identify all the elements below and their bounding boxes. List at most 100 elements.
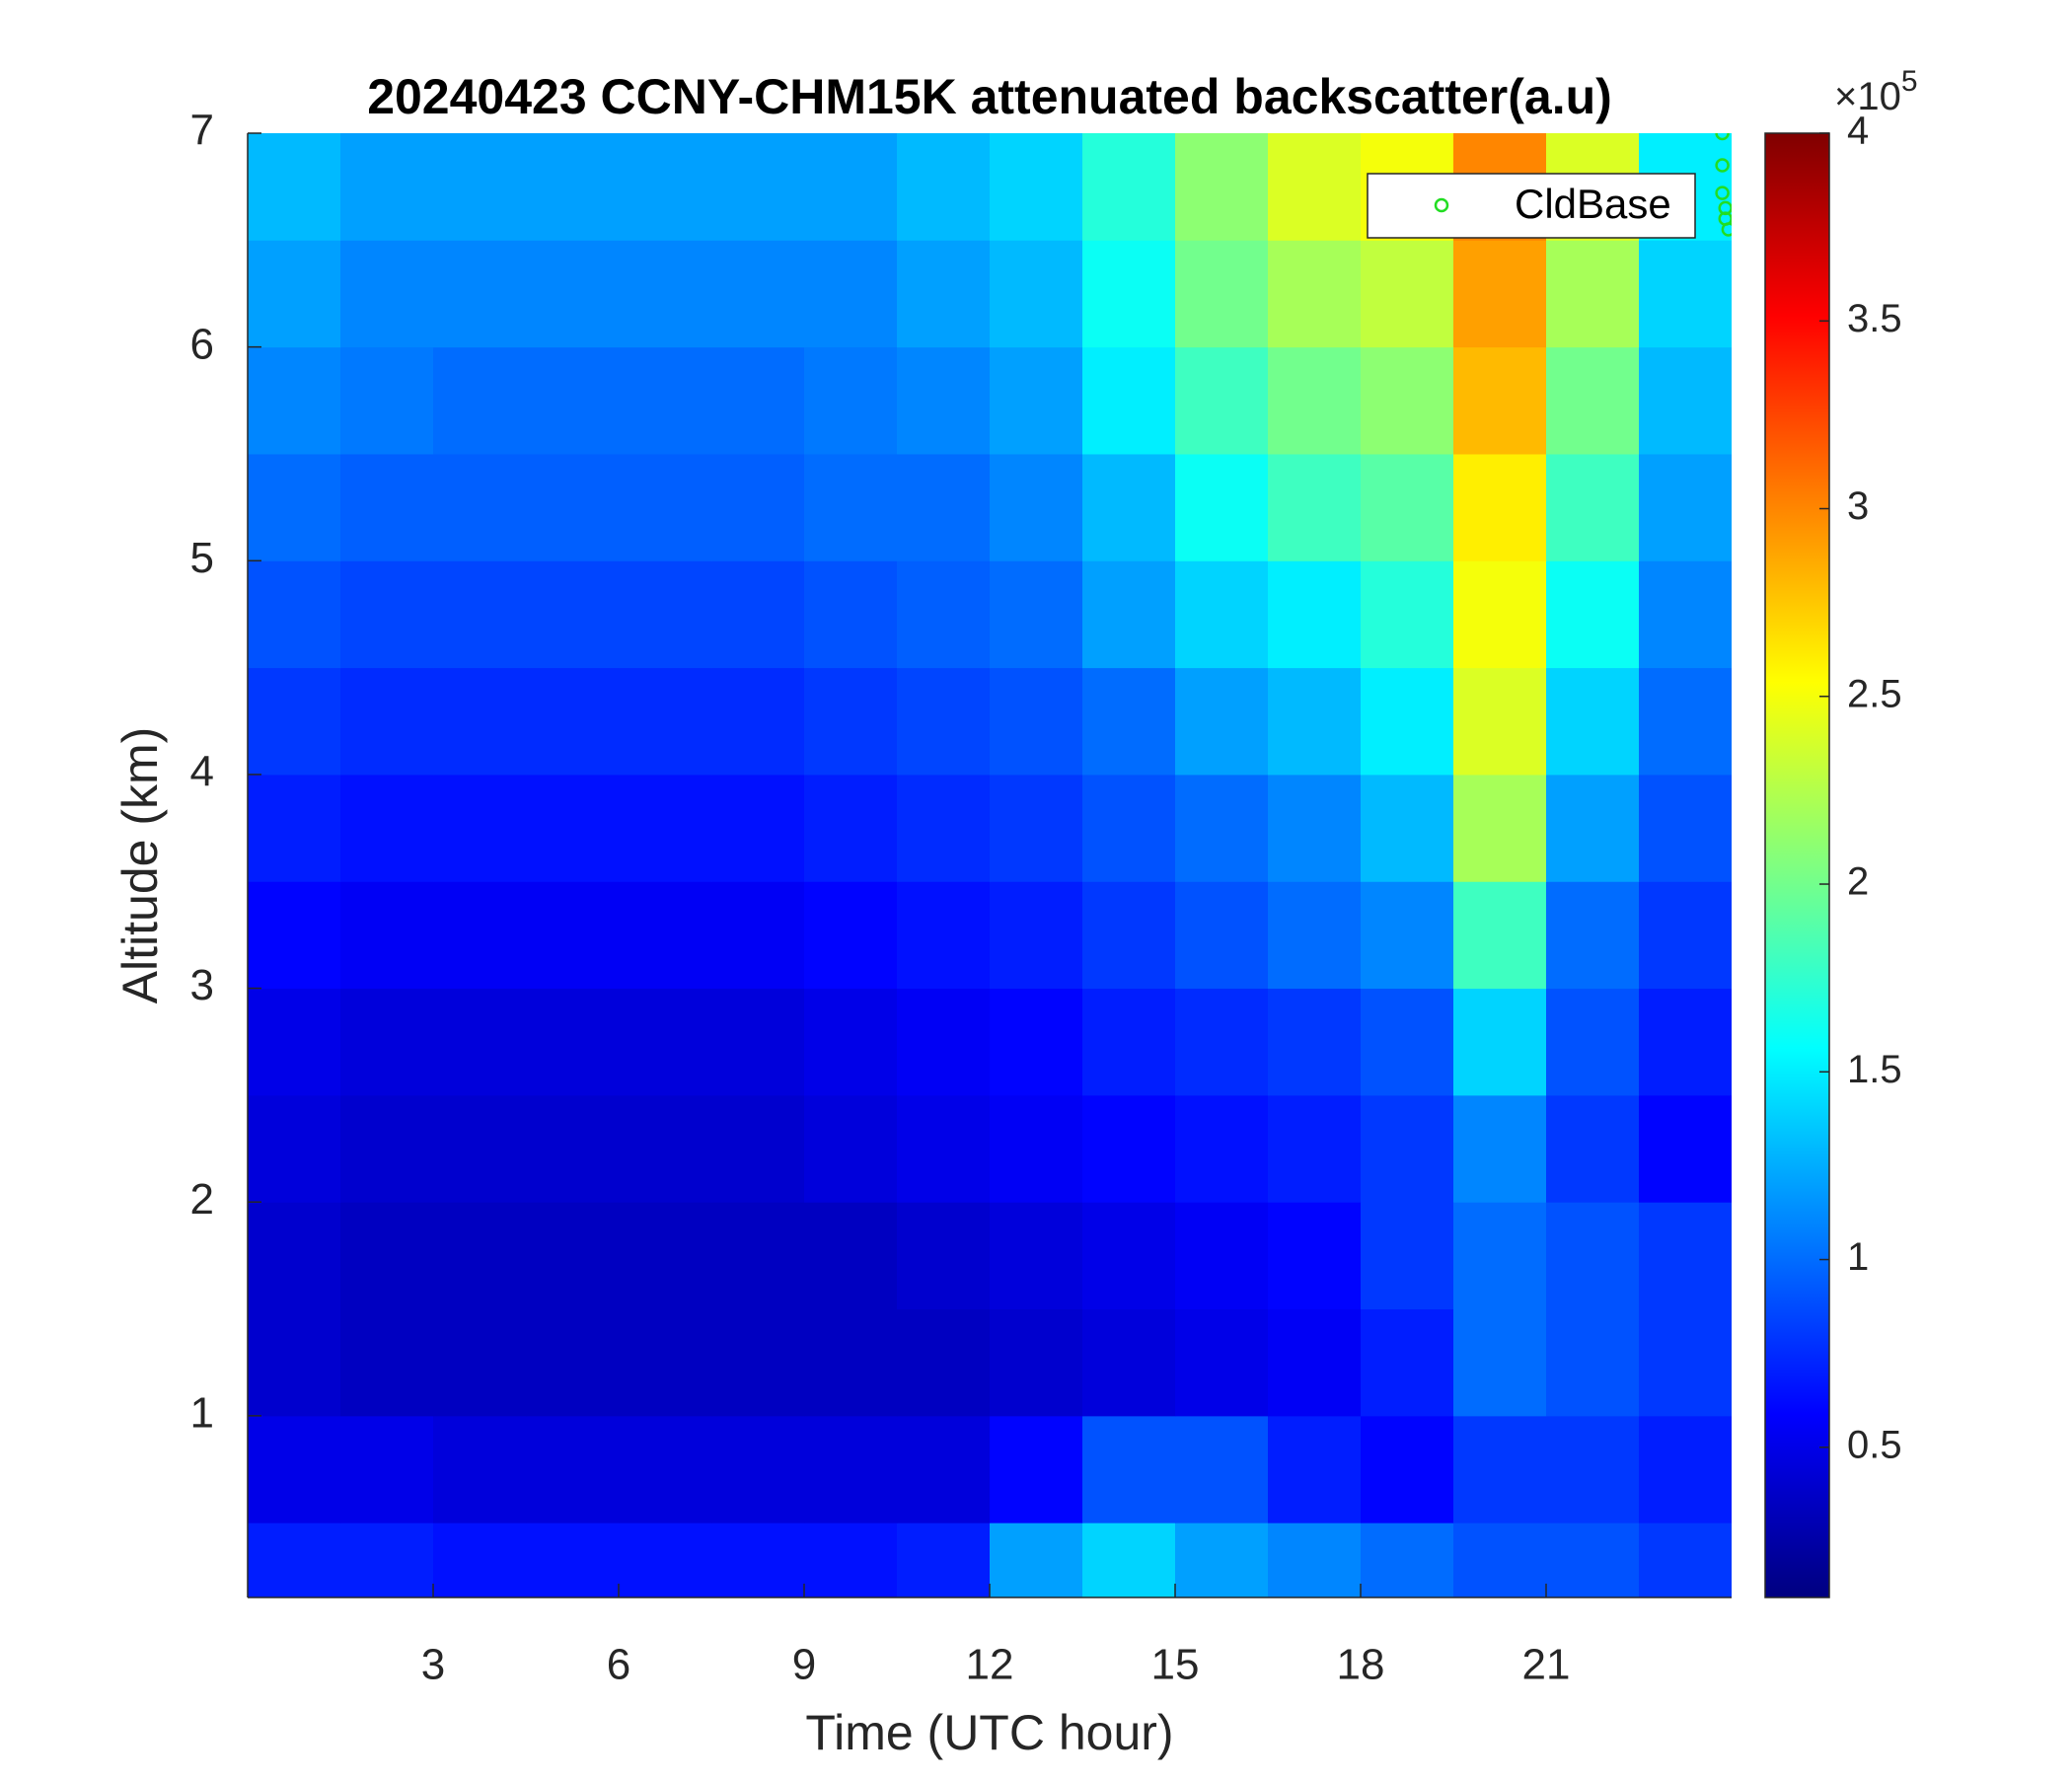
heatmap-cell (990, 453, 1083, 561)
heatmap-cell (897, 1415, 991, 1523)
y-tick-label: 1 (190, 1388, 214, 1437)
colorbar-tick-label: 2 (1847, 860, 1869, 904)
heatmap-cell (804, 667, 898, 776)
y-tick-label: 5 (190, 534, 214, 582)
heatmap-cell (619, 667, 712, 776)
heatmap-cell (619, 560, 712, 669)
heatmap-cell (248, 1094, 341, 1203)
x-tick-label: 21 (1522, 1641, 1571, 1689)
heatmap-cell (1361, 560, 1454, 669)
heatmap-cell (897, 453, 991, 561)
heatmap-cell (1082, 774, 1176, 882)
heatmap-cell (433, 1415, 527, 1523)
heatmap-cell (711, 560, 805, 669)
heatmap-cell (340, 1415, 434, 1523)
cloud-base-point (1715, 133, 1730, 141)
heatmap-cell (990, 1522, 1083, 1597)
heatmap-cell (990, 133, 1083, 241)
heatmap-cell (804, 133, 898, 241)
heatmap-cell (526, 1308, 620, 1417)
heatmap-cell (1175, 133, 1269, 241)
heatmap-cell (619, 346, 712, 455)
heatmap-cell (1082, 667, 1176, 776)
heatmap-cell (1546, 881, 1640, 990)
heatmap-cell (526, 560, 620, 669)
x-tick-label: 18 (1337, 1641, 1385, 1689)
colorbar-tick-label: 4 (1847, 110, 1869, 153)
heatmap-cell (990, 560, 1083, 669)
heatmap-cell (1268, 1202, 1362, 1310)
cloud-base-point (1721, 222, 1732, 237)
heatmap-cell (1453, 1522, 1547, 1597)
heatmap-cell (1639, 1415, 1732, 1523)
heatmap-cell (340, 133, 434, 241)
heatmap-cell (1268, 453, 1362, 561)
heatmap-cell (804, 560, 898, 669)
heatmap-cell (1546, 453, 1640, 561)
heatmap-cell (340, 560, 434, 669)
heatmap-cell (804, 346, 898, 455)
heatmap-cell (248, 346, 341, 455)
heatmap-cell (804, 240, 898, 348)
heatmap-cell (1175, 1308, 1269, 1417)
heatmap-cell (248, 453, 341, 561)
heatmap-cell (1546, 988, 1640, 1096)
heatmap-cell (804, 774, 898, 882)
heatmap-cell (990, 1415, 1083, 1523)
heatmap-cell (897, 774, 991, 882)
heatmap-cell (1082, 1202, 1176, 1310)
heatmap-cell (619, 1415, 712, 1523)
heatmap-cell (619, 774, 712, 882)
heatmap-cell (804, 1415, 898, 1523)
y-tick-label: 7 (190, 107, 214, 155)
heatmap-cell (1268, 240, 1362, 348)
y-tick-label: 4 (190, 748, 214, 796)
heatmap-cell (433, 453, 527, 561)
heatmap-cell (804, 453, 898, 561)
heatmap-cell (711, 133, 805, 241)
heatmap-cell (1546, 1522, 1640, 1597)
heatmap-cell (711, 346, 805, 455)
heatmap-cell (1361, 453, 1454, 561)
colorbar-tick-label: 1 (1847, 1235, 1869, 1279)
heatmap-cell (340, 667, 434, 776)
colorbar-tick-label: 1.5 (1847, 1048, 1902, 1091)
legend: CldBase (1367, 173, 1696, 239)
heatmap-cell (1639, 774, 1732, 882)
heatmap-cell (526, 988, 620, 1096)
heatmap-cell (804, 881, 898, 990)
heatmap-cell (526, 346, 620, 455)
y-axis-label: Altitude (km) (112, 727, 168, 1004)
heatmap-cell (619, 1094, 712, 1203)
legend-marker (1434, 197, 1449, 213)
heatmap-cell (1361, 1308, 1454, 1417)
heatmap-cell (1361, 1202, 1454, 1310)
legend-box (1367, 173, 1696, 239)
heatmap-cell (1453, 667, 1547, 776)
heatmap-cell (804, 1522, 898, 1597)
heatmap-cell (526, 1522, 620, 1597)
heatmap-cell (804, 1308, 898, 1417)
heatmap-cell (248, 133, 341, 241)
heatmap-cell (1546, 240, 1640, 348)
x-tick-label: 12 (966, 1641, 1014, 1689)
scatter (1715, 133, 1732, 237)
heatmap-cell (1268, 346, 1362, 455)
colorbar-tick-label: 3 (1847, 484, 1869, 528)
x-tick-label: 3 (421, 1641, 445, 1689)
heatmap-cell (711, 667, 805, 776)
colorbar-tick-label: 2.5 (1847, 672, 1902, 715)
heatmap-cell (526, 1415, 620, 1523)
heatmap-cell (990, 1202, 1083, 1310)
heatmap-cell (1082, 346, 1176, 455)
heatmap-cell (619, 133, 712, 241)
heatmap-cell (433, 881, 527, 990)
heatmap-cell (619, 881, 712, 990)
heatmap-cell (990, 988, 1083, 1096)
heatmap-cell (1453, 346, 1547, 455)
heatmap-cell (1175, 1415, 1269, 1523)
heatmap-cell (433, 1094, 527, 1203)
heatmap-cell (340, 240, 434, 348)
heatmap-cell (711, 774, 805, 882)
